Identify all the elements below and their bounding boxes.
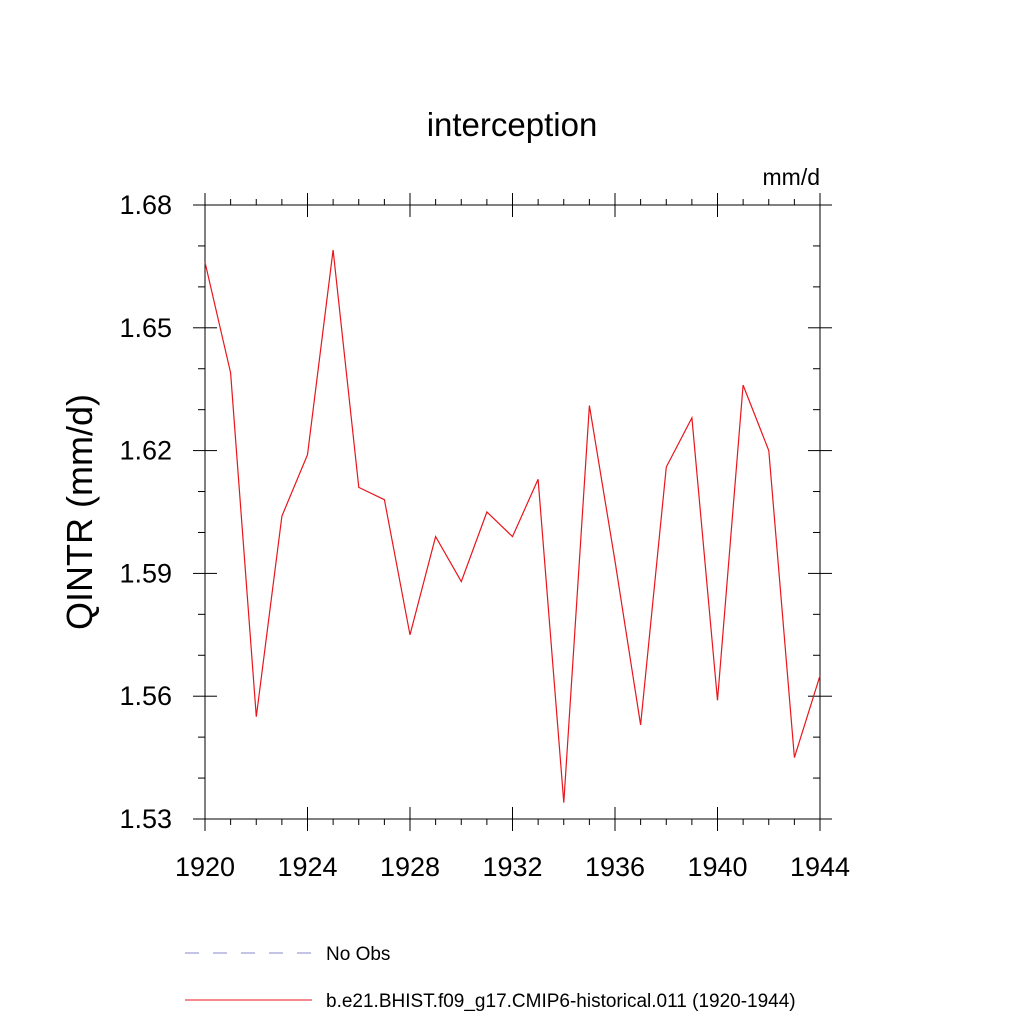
plot-frame xyxy=(204,204,821,820)
x-tick-label: 1932 xyxy=(482,852,542,882)
y-tick-label: 1.56 xyxy=(119,681,172,711)
axis-ticks xyxy=(193,193,832,831)
x-tick-label: 1936 xyxy=(585,852,645,882)
x-tick-label: 1920 xyxy=(175,852,235,882)
x-tick-labels: 1920 1924 1928 1932 1936 1940 1944 xyxy=(175,852,850,882)
series-line xyxy=(204,249,821,803)
y-tick-label: 1.68 xyxy=(119,190,172,220)
y-tick-label: 1.59 xyxy=(119,558,172,588)
legend: No Obs b.e21.BHIST.f09_g17.CMIP6-histori… xyxy=(185,944,796,1012)
y-tick-label: 1.53 xyxy=(119,804,172,834)
series-group xyxy=(204,249,821,803)
y-tick-label: 1.65 xyxy=(119,313,172,343)
chart-title: interception xyxy=(427,106,598,143)
x-tick-label: 1924 xyxy=(277,852,337,882)
y-tick-label: 1.62 xyxy=(119,436,172,466)
units-label: mm/d xyxy=(763,164,821,190)
legend-label-historical: b.e21.BHIST.f09_g17.CMIP6-historical.011… xyxy=(326,991,796,1012)
y-axis-label: QINTR (mm/d) xyxy=(59,394,100,630)
x-tick-label: 1928 xyxy=(380,852,440,882)
y-tick-labels: 1.53 1.56 1.59 1.62 1.65 1.68 xyxy=(119,190,172,834)
x-tick-label: 1940 xyxy=(687,852,747,882)
x-tick-label: 1944 xyxy=(790,852,850,882)
legend-label-no-obs: No Obs xyxy=(326,944,390,965)
